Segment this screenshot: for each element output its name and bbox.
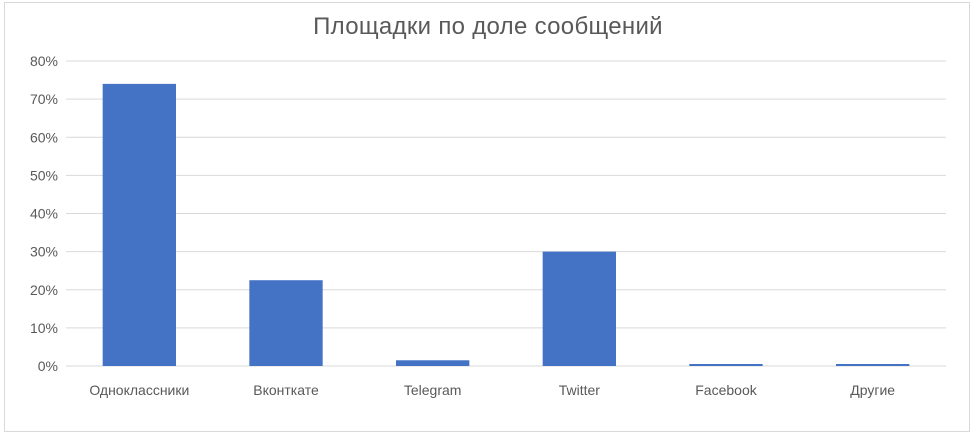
y-tick-label: 30%: [30, 244, 58, 260]
y-tick-label: 20%: [30, 282, 58, 298]
y-tick-label: 40%: [30, 206, 58, 222]
x-tick-label: Telegram: [404, 382, 462, 398]
bar: [396, 360, 470, 366]
y-tick-label: 0%: [38, 358, 58, 374]
x-tick-label: Одноклассники: [89, 382, 189, 398]
y-tick-label: 50%: [30, 167, 58, 183]
y-tick-label: 60%: [30, 129, 58, 145]
bar: [836, 364, 910, 366]
y-tick-label: 70%: [30, 91, 58, 107]
x-tick-label: Facebook: [695, 382, 757, 398]
gridlines: [66, 60, 946, 367]
bar: [689, 364, 763, 366]
chart-title: Площадки по доле сообщений: [313, 13, 663, 40]
y-tick-label: 80%: [30, 53, 58, 69]
bars: [102, 83, 910, 366]
x-tick-label: Другие: [850, 382, 895, 398]
y-axis: 0% 10% 20% 30% 40% 50% 60% 70% 80%: [30, 53, 58, 374]
bar: [249, 280, 323, 366]
y-tick-label: 10%: [30, 320, 58, 336]
bar: [542, 251, 616, 366]
x-tick-label: Вконткате: [253, 382, 319, 398]
x-tick-label: Twitter: [559, 382, 601, 398]
bar: [102, 83, 176, 366]
x-axis: Одноклассники Вконткате Telegram Twitter Fac…: [89, 382, 895, 398]
